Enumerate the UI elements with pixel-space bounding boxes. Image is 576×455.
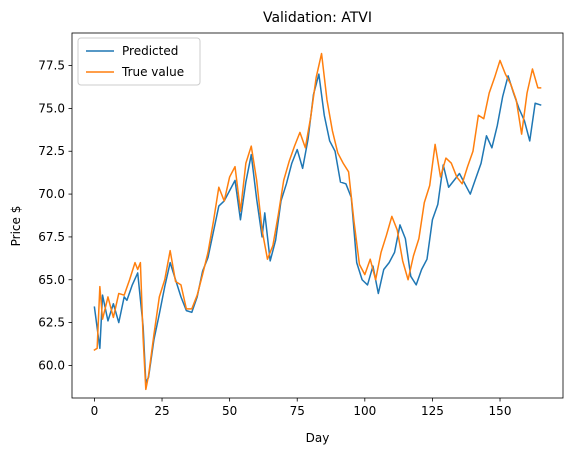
x-tick-label: 25 — [154, 404, 169, 418]
y-tick-label: 67.5 — [38, 230, 65, 244]
x-tick-label: 75 — [290, 404, 305, 418]
y-tick-label: 77.5 — [38, 59, 65, 73]
x-tick-label: 0 — [91, 404, 99, 418]
y-tick-label: 70.0 — [38, 187, 65, 201]
legend: Predicted True value — [77, 37, 201, 86]
y-tick-label: 72.5 — [38, 144, 65, 158]
plot-area: 0 25 50 75 100 125 150 60.0 62.5 65.0 67.5 70.0 72.5… — [38, 32, 564, 418]
y-axis-title: Price $ — [9, 206, 23, 247]
series-lines — [93, 52, 542, 391]
x-tick-label: 50 — [222, 404, 237, 418]
series-line-true-value — [93, 52, 542, 391]
axes-frame — [71, 32, 564, 399]
y-tick-label: 65.0 — [38, 273, 65, 287]
y-tick-label: 75.0 — [38, 101, 65, 115]
x-tick-label: 150 — [489, 404, 512, 418]
x-tick-label: 125 — [421, 404, 444, 418]
legend-label-true-value: True value — [121, 65, 184, 79]
x-tick-label: 100 — [353, 404, 376, 418]
y-tick-label: 62.5 — [38, 316, 65, 330]
y-tick-label: 60.0 — [38, 358, 65, 372]
chart-title: Validation: ATVI — [263, 10, 372, 26]
legend-label-predicted: Predicted — [122, 44, 178, 58]
x-axis-title: Day — [306, 431, 330, 445]
legend-box — [77, 37, 201, 86]
